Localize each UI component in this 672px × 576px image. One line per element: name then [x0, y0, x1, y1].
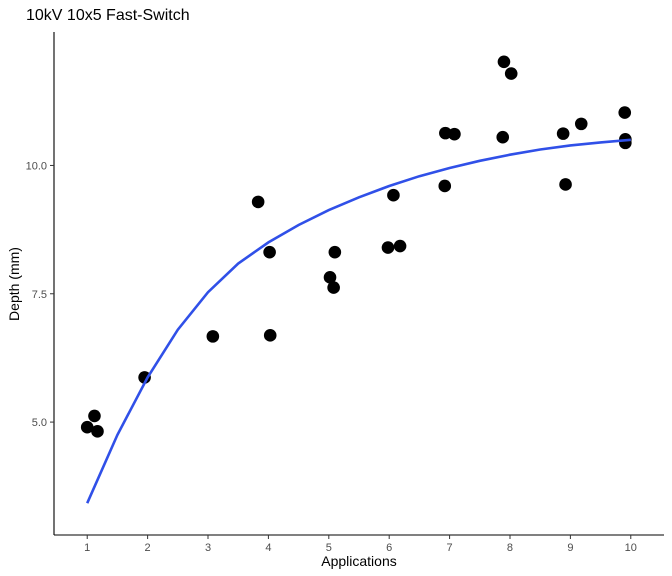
x-axis-title: Applications — [321, 553, 397, 569]
chart-title: 10kV 10x5 Fast-Switch — [26, 7, 190, 24]
x-axis: 1 2 3 4 5 6 7 8 9 10 — [54, 534, 664, 554]
data-point-7 — [263, 245, 276, 259]
data-point-26 — [619, 136, 632, 150]
data-point-22 — [559, 178, 572, 191]
data-point-11 — [328, 245, 342, 259]
data-point-8 — [263, 329, 277, 342]
x-tick-label: 4 — [265, 542, 271, 554]
x-tick-label: 5 — [326, 542, 332, 554]
data-point-18 — [496, 130, 510, 144]
y-axis-title: Depth (mm) — [6, 247, 22, 321]
plot-area — [80, 55, 632, 504]
data-point-9 — [323, 271, 337, 284]
fit-curve — [86, 138, 631, 504]
x-tick-label: 10 — [625, 542, 637, 554]
x-tick-label: 9 — [567, 542, 573, 554]
data-point-4 — [138, 371, 151, 384]
y-tick-label: 5.0 — [32, 417, 47, 429]
y-tick-label: 10.0 — [26, 160, 47, 172]
x-tick-label: 1 — [84, 542, 90, 554]
data-point-5 — [206, 330, 220, 343]
data-point-6 — [251, 195, 265, 209]
data-point-15 — [438, 179, 452, 193]
data-point-23 — [574, 117, 588, 131]
data-point-12 — [381, 241, 395, 254]
x-tick-label: 2 — [145, 542, 151, 554]
x-tick-label: 6 — [386, 542, 392, 554]
x-tick-label: 3 — [205, 542, 211, 554]
data-point-3 — [91, 425, 104, 438]
data-point-14 — [393, 239, 407, 253]
data-point-24 — [618, 106, 632, 119]
y-axis: 5.0 7.5 10.0 — [26, 32, 55, 535]
data-point-20 — [504, 67, 518, 80]
y-tick-label: 7.5 — [32, 289, 47, 301]
x-tick-label: 7 — [447, 542, 453, 554]
data-point-17 — [448, 127, 461, 141]
data-point-2 — [88, 409, 101, 423]
data-point-19 — [497, 55, 511, 69]
data-point-21 — [556, 127, 570, 140]
data-point-1 — [80, 420, 94, 434]
x-tick-label: 8 — [507, 542, 513, 554]
data-point-10 — [327, 281, 340, 294]
data-point-13 — [387, 188, 400, 202]
